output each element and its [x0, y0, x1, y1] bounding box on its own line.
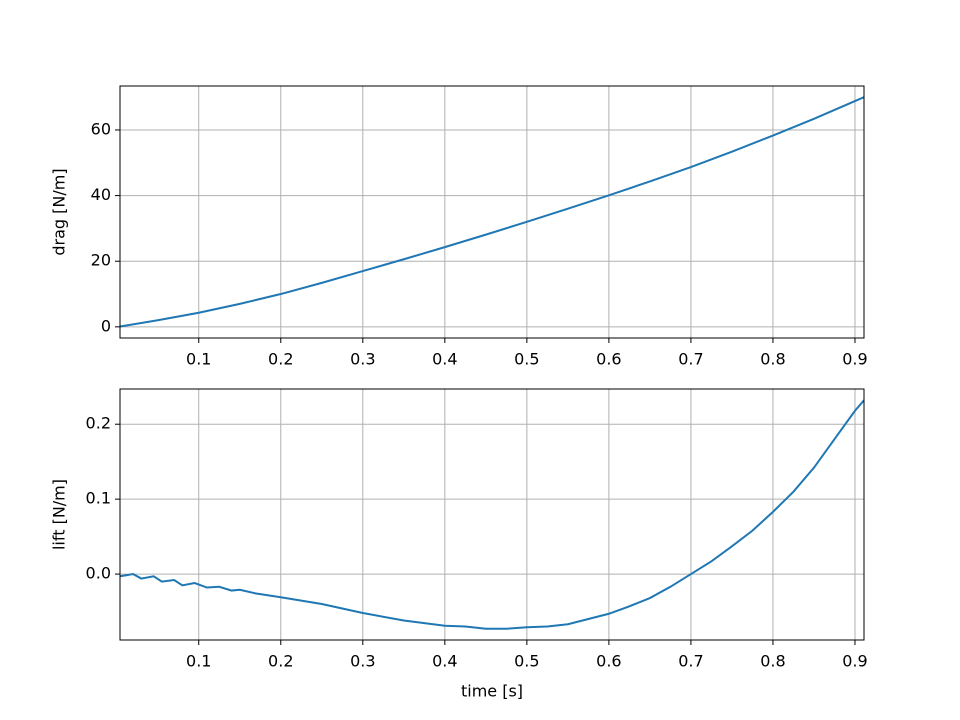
data-line — [120, 96, 864, 328]
x-tick-label: 0.4 — [432, 350, 457, 369]
data-line — [120, 399, 864, 630]
x-tick-label: 0.3 — [350, 350, 375, 369]
x-tick-label: 0.2 — [268, 652, 293, 671]
x-tick-label: 0.2 — [268, 350, 293, 369]
y-tick-label: 60 — [91, 119, 111, 138]
y-tick-label: 0 — [101, 316, 111, 335]
x-tick-label: 0.6 — [596, 652, 621, 671]
x-tick-label: 0.3 — [350, 652, 375, 671]
x-tick-label: 0.7 — [678, 350, 703, 369]
y-axis-label: lift [N/m] — [50, 479, 69, 550]
axes-frame — [119, 85, 865, 339]
y-tick-label: 0.2 — [86, 414, 111, 433]
y-tick-label: 40 — [91, 185, 111, 204]
x-tick-label: 0.6 — [596, 350, 621, 369]
x-tick-label: 0.5 — [514, 652, 539, 671]
x-tick-label: 0.8 — [760, 652, 785, 671]
x-tick-label: 0.9 — [842, 350, 867, 369]
x-tick-label: 0.8 — [760, 350, 785, 369]
x-tick-label: 0.4 — [432, 652, 457, 671]
x-tick-label: 0.5 — [514, 350, 539, 369]
y-tick-label: 0.1 — [86, 489, 111, 508]
x-tick-label: 0.1 — [186, 350, 211, 369]
x-tick-label: 0.9 — [842, 652, 867, 671]
x-axis-label: time [s] — [461, 682, 523, 701]
y-tick-label: 0.0 — [86, 564, 111, 583]
axes-frame — [119, 388, 865, 641]
y-tick-label: 20 — [91, 251, 111, 270]
x-tick-label: 0.1 — [186, 652, 211, 671]
y-axis-label: drag [N/m] — [50, 168, 69, 255]
x-tick-label: 0.7 — [678, 652, 703, 671]
